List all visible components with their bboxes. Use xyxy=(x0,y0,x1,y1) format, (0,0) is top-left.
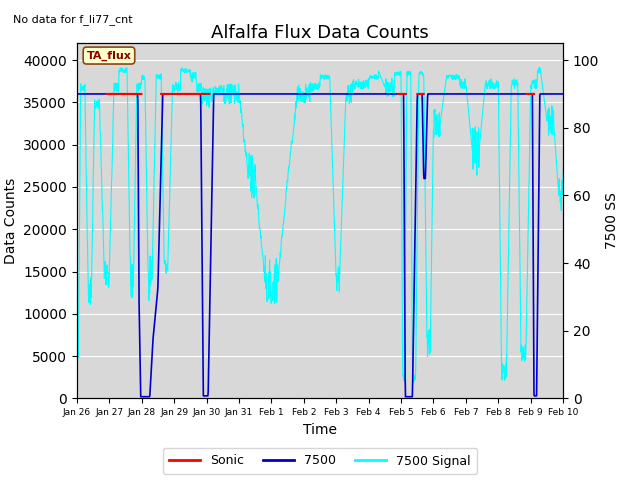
Legend: Sonic, 7500, 7500 Signal: Sonic, 7500, 7500 Signal xyxy=(163,448,477,474)
Title: Alfalfa Flux Data Counts: Alfalfa Flux Data Counts xyxy=(211,24,429,42)
Y-axis label: 7500 SS: 7500 SS xyxy=(605,192,619,249)
X-axis label: Time: Time xyxy=(303,423,337,437)
Y-axis label: Data Counts: Data Counts xyxy=(4,178,18,264)
Text: No data for f_li77_cnt: No data for f_li77_cnt xyxy=(13,14,132,25)
Text: TA_flux: TA_flux xyxy=(86,50,131,60)
